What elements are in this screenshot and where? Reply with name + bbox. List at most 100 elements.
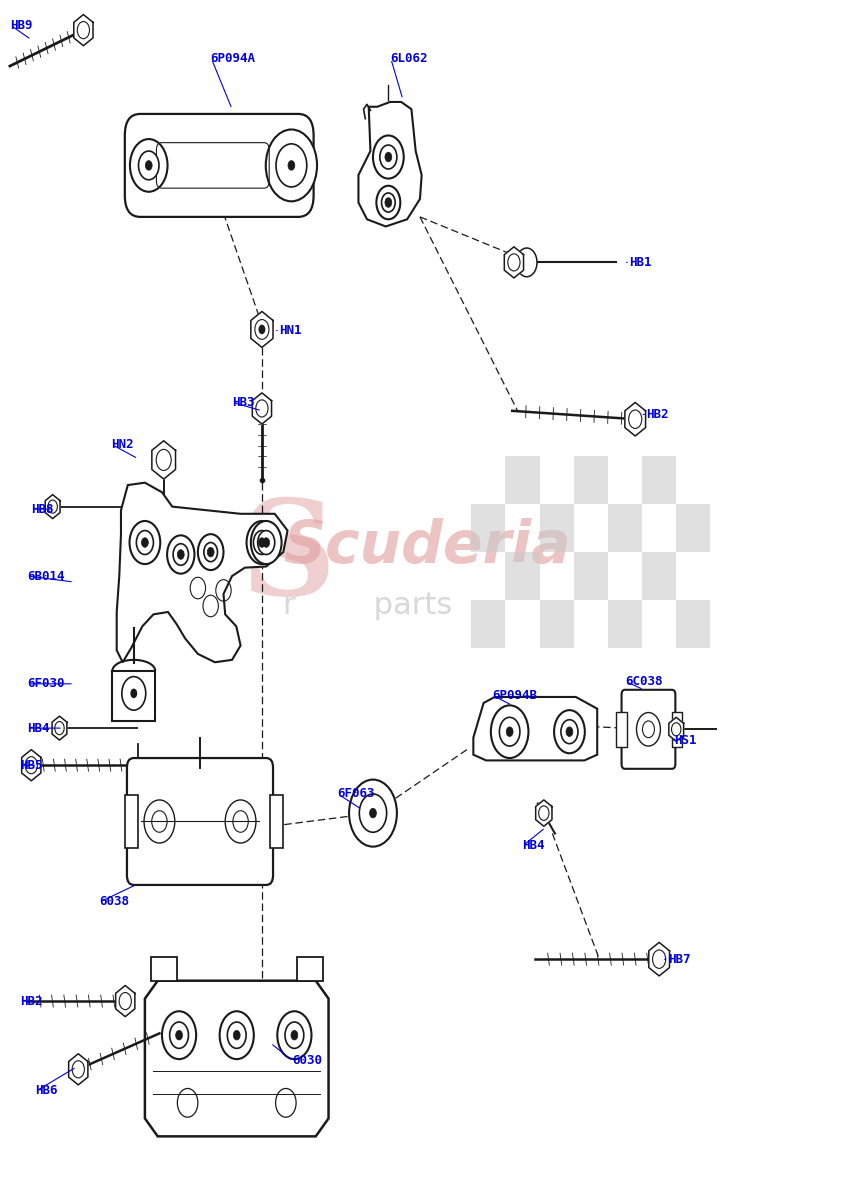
- Polygon shape: [152, 440, 176, 479]
- Circle shape: [258, 530, 275, 554]
- Text: Scuderia: Scuderia: [284, 517, 571, 575]
- Bar: [271, 794, 284, 848]
- Bar: [540, 504, 573, 552]
- Text: HB2: HB2: [21, 995, 43, 1008]
- Text: HB2: HB2: [646, 408, 668, 421]
- Polygon shape: [668, 718, 684, 742]
- Polygon shape: [74, 14, 93, 46]
- Circle shape: [219, 1012, 254, 1060]
- Circle shape: [349, 780, 397, 847]
- Bar: [125, 794, 138, 848]
- Bar: [642, 552, 676, 600]
- Circle shape: [130, 139, 167, 192]
- Circle shape: [560, 720, 578, 744]
- Text: HB4: HB4: [27, 721, 50, 734]
- Bar: [676, 600, 710, 648]
- Text: HB5: HB5: [21, 758, 43, 772]
- Circle shape: [369, 809, 376, 818]
- Circle shape: [491, 706, 529, 758]
- Polygon shape: [252, 392, 272, 424]
- Polygon shape: [649, 942, 669, 976]
- Circle shape: [136, 530, 153, 554]
- Circle shape: [259, 538, 266, 547]
- Circle shape: [285, 1022, 303, 1049]
- Bar: [608, 504, 642, 552]
- Text: HB1: HB1: [629, 256, 651, 269]
- Text: 6P094B: 6P094B: [493, 689, 537, 702]
- Bar: [672, 712, 682, 746]
- Circle shape: [177, 550, 184, 559]
- Circle shape: [198, 534, 224, 570]
- Text: HN2: HN2: [111, 438, 133, 451]
- Circle shape: [167, 535, 195, 574]
- Circle shape: [291, 1031, 297, 1040]
- Bar: [151, 956, 177, 980]
- Polygon shape: [625, 402, 645, 436]
- Circle shape: [554, 710, 584, 754]
- Polygon shape: [45, 494, 60, 518]
- Text: 6P094A: 6P094A: [211, 53, 255, 65]
- Bar: [112, 671, 155, 721]
- Bar: [642, 456, 676, 504]
- Text: 6030: 6030: [292, 1055, 322, 1068]
- Circle shape: [373, 136, 404, 179]
- Bar: [540, 600, 573, 648]
- Polygon shape: [358, 102, 422, 227]
- Circle shape: [207, 547, 214, 557]
- Text: 6F030: 6F030: [27, 677, 64, 690]
- Circle shape: [247, 521, 278, 564]
- Bar: [506, 456, 540, 504]
- Circle shape: [288, 161, 295, 170]
- Text: 6B014: 6B014: [27, 570, 64, 582]
- Circle shape: [233, 1031, 240, 1040]
- Text: HS1: HS1: [674, 733, 697, 746]
- Circle shape: [204, 542, 218, 562]
- Bar: [573, 552, 608, 600]
- Bar: [297, 956, 322, 980]
- Circle shape: [276, 144, 307, 187]
- Circle shape: [176, 1031, 183, 1040]
- Text: r        parts: r parts: [284, 592, 452, 620]
- Circle shape: [173, 544, 189, 565]
- Circle shape: [139, 151, 159, 180]
- Polygon shape: [116, 985, 135, 1016]
- Bar: [608, 600, 642, 648]
- Circle shape: [385, 152, 392, 162]
- Circle shape: [130, 689, 137, 698]
- Circle shape: [263, 538, 270, 547]
- Circle shape: [380, 145, 397, 169]
- Circle shape: [254, 530, 271, 554]
- Circle shape: [141, 538, 148, 547]
- Polygon shape: [251, 312, 273, 347]
- Circle shape: [506, 727, 513, 737]
- FancyBboxPatch shape: [621, 690, 675, 769]
- Bar: [471, 600, 506, 648]
- Circle shape: [385, 198, 392, 208]
- Text: 6038: 6038: [99, 895, 129, 908]
- Bar: [471, 504, 506, 552]
- Circle shape: [278, 1012, 311, 1060]
- Text: S: S: [241, 493, 336, 623]
- Polygon shape: [52, 716, 67, 740]
- Polygon shape: [473, 697, 597, 761]
- Circle shape: [259, 325, 266, 335]
- Circle shape: [227, 1022, 246, 1049]
- Text: HB3: HB3: [232, 396, 255, 409]
- Circle shape: [162, 1012, 196, 1060]
- Text: 6C038: 6C038: [625, 674, 662, 688]
- Bar: [676, 504, 710, 552]
- Polygon shape: [21, 750, 41, 781]
- Bar: [506, 552, 540, 600]
- Polygon shape: [536, 800, 552, 827]
- Circle shape: [517, 248, 537, 277]
- Circle shape: [170, 1022, 189, 1049]
- Bar: [616, 712, 626, 746]
- Text: HB4: HB4: [523, 839, 545, 852]
- Text: 6F063: 6F063: [337, 787, 375, 800]
- FancyBboxPatch shape: [127, 758, 273, 884]
- Bar: [573, 456, 608, 504]
- Polygon shape: [145, 980, 328, 1136]
- Text: HN1: HN1: [279, 324, 302, 337]
- Polygon shape: [504, 247, 524, 278]
- Text: 6L062: 6L062: [390, 53, 428, 65]
